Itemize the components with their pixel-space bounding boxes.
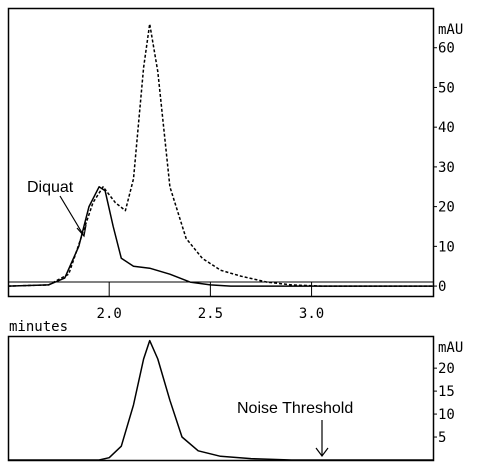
top-y-tick-label: 10 — [438, 239, 455, 255]
diquat-arrow-shaft — [59, 195, 85, 237]
top-y-tick-label: 40 — [438, 120, 455, 136]
bottom-plot-frame — [7, 335, 435, 462]
noise-threshold-annotation: Noise Threshold — [237, 400, 353, 417]
x-tick-label: 2.0 — [97, 306, 122, 322]
bottom-y-axis: 5 10 15 20 — [433, 361, 455, 446]
x-tick-label: 3.0 — [299, 306, 324, 322]
bottom-series-group — [8, 339, 433, 461]
top-y-tick-label: 60 — [438, 41, 455, 57]
x-axis: 2.0 2.5 3.0 — [97, 282, 324, 322]
top-y-tick-label: 50 — [438, 80, 455, 96]
bottom-y-axis-unit: mAU — [438, 340, 463, 356]
bottom-y-tick-label: 10 — [438, 407, 455, 423]
top-y-tick-label: 0 — [438, 279, 446, 295]
noise-threshold-arrow-head — [315, 447, 329, 457]
bottom-solid-trace — [8, 339, 433, 461]
top-y-tick-label: 30 — [438, 160, 455, 176]
top-solid-trace — [7, 186, 433, 287]
diquat-arrow-head — [76, 224, 87, 238]
top-plot-frame — [7, 7, 435, 298]
top-y-tick-label: 20 — [438, 200, 455, 216]
x-axis-title: minutes — [9, 319, 68, 335]
diquat-annotation: Diquat — [27, 179, 74, 196]
bottom-y-tick-label: 5 — [438, 430, 446, 446]
top-series-group — [7, 23, 433, 287]
top-y-axis-unit: mAU — [438, 22, 463, 38]
bottom-y-tick-label: 15 — [438, 384, 455, 400]
top-y-axis: 0 10 20 30 40 50 60 — [433, 41, 455, 295]
bottom-y-tick-label: 20 — [438, 361, 455, 377]
x-tick-label: 2.5 — [198, 306, 223, 322]
top-dashed-trace — [7, 23, 433, 287]
